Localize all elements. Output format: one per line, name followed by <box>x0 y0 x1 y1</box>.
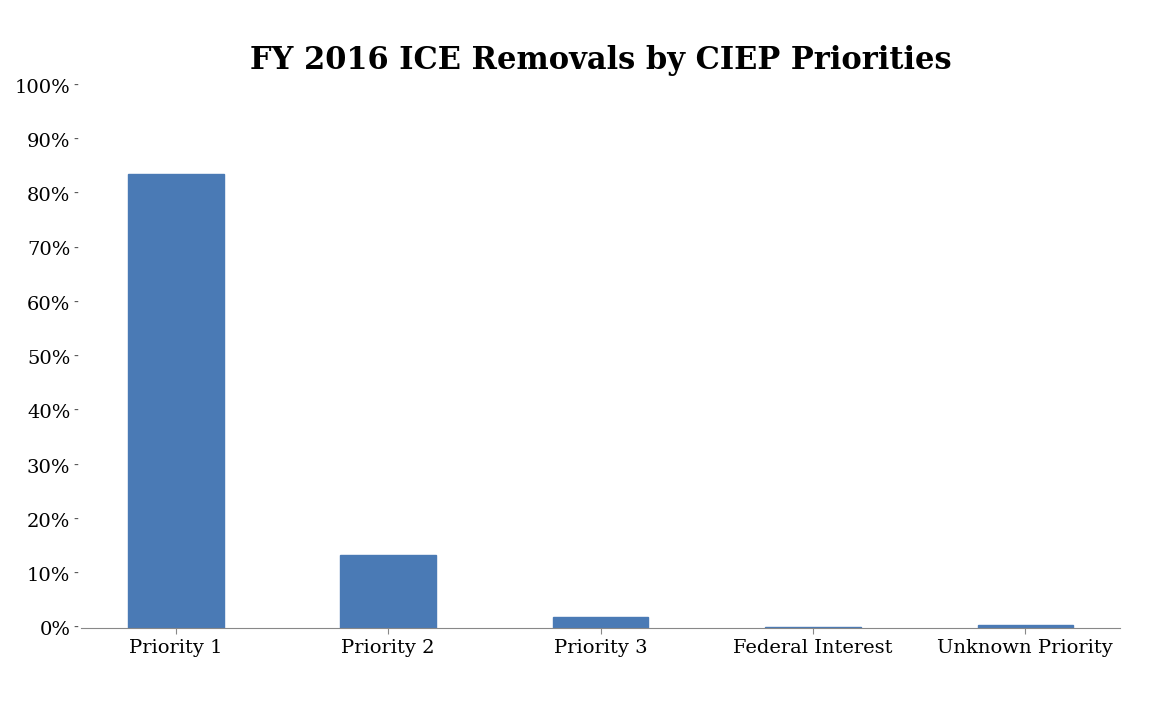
Bar <box>341 555 437 628</box>
Bar <box>977 625 1073 628</box>
Text: -: - <box>73 567 79 581</box>
Bar <box>553 618 648 628</box>
Text: -: - <box>73 404 79 418</box>
Text: -: - <box>73 621 79 635</box>
Title: FY 2016 ICE Removals by CIEP Priorities: FY 2016 ICE Removals by CIEP Priorities <box>249 45 952 76</box>
Text: -: - <box>73 513 79 527</box>
Text: -: - <box>73 79 79 93</box>
Text: -: - <box>73 133 79 147</box>
Text: -: - <box>73 458 79 473</box>
Text: -: - <box>73 241 79 256</box>
Text: -: - <box>73 187 79 201</box>
Text: -: - <box>73 350 79 364</box>
Bar <box>128 174 224 628</box>
Bar <box>765 627 860 628</box>
Text: -: - <box>73 296 79 310</box>
